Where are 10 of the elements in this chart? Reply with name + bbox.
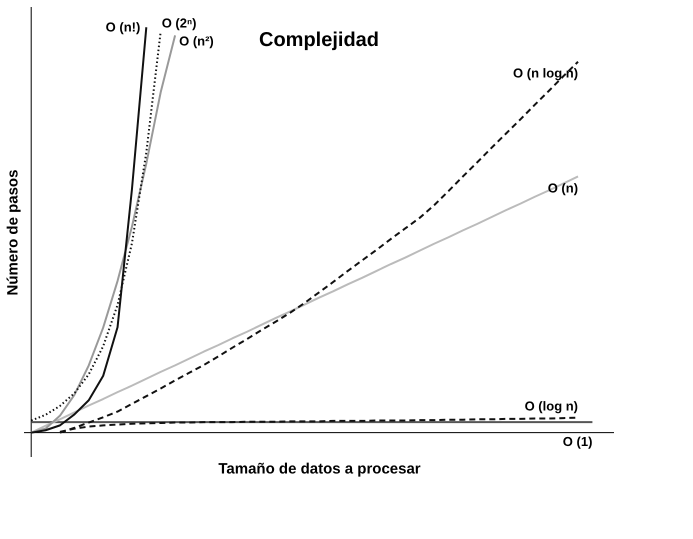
y-axis-title: Número de pasos [4, 170, 22, 296]
series-label: O (n) [548, 180, 578, 196]
chart-title: Complejidad [258, 29, 380, 51]
series-label: O (n!) [106, 19, 140, 34]
series-label: O (1) [562, 434, 592, 450]
series-label: O (n log n) [513, 66, 578, 81]
series-label: O (log n) [524, 398, 578, 414]
series-label: O (2ⁿ) [162, 15, 196, 30]
x-axis-title: Tamaño de datos a procesar [218, 460, 421, 478]
series-label: O (n²) [179, 33, 214, 48]
